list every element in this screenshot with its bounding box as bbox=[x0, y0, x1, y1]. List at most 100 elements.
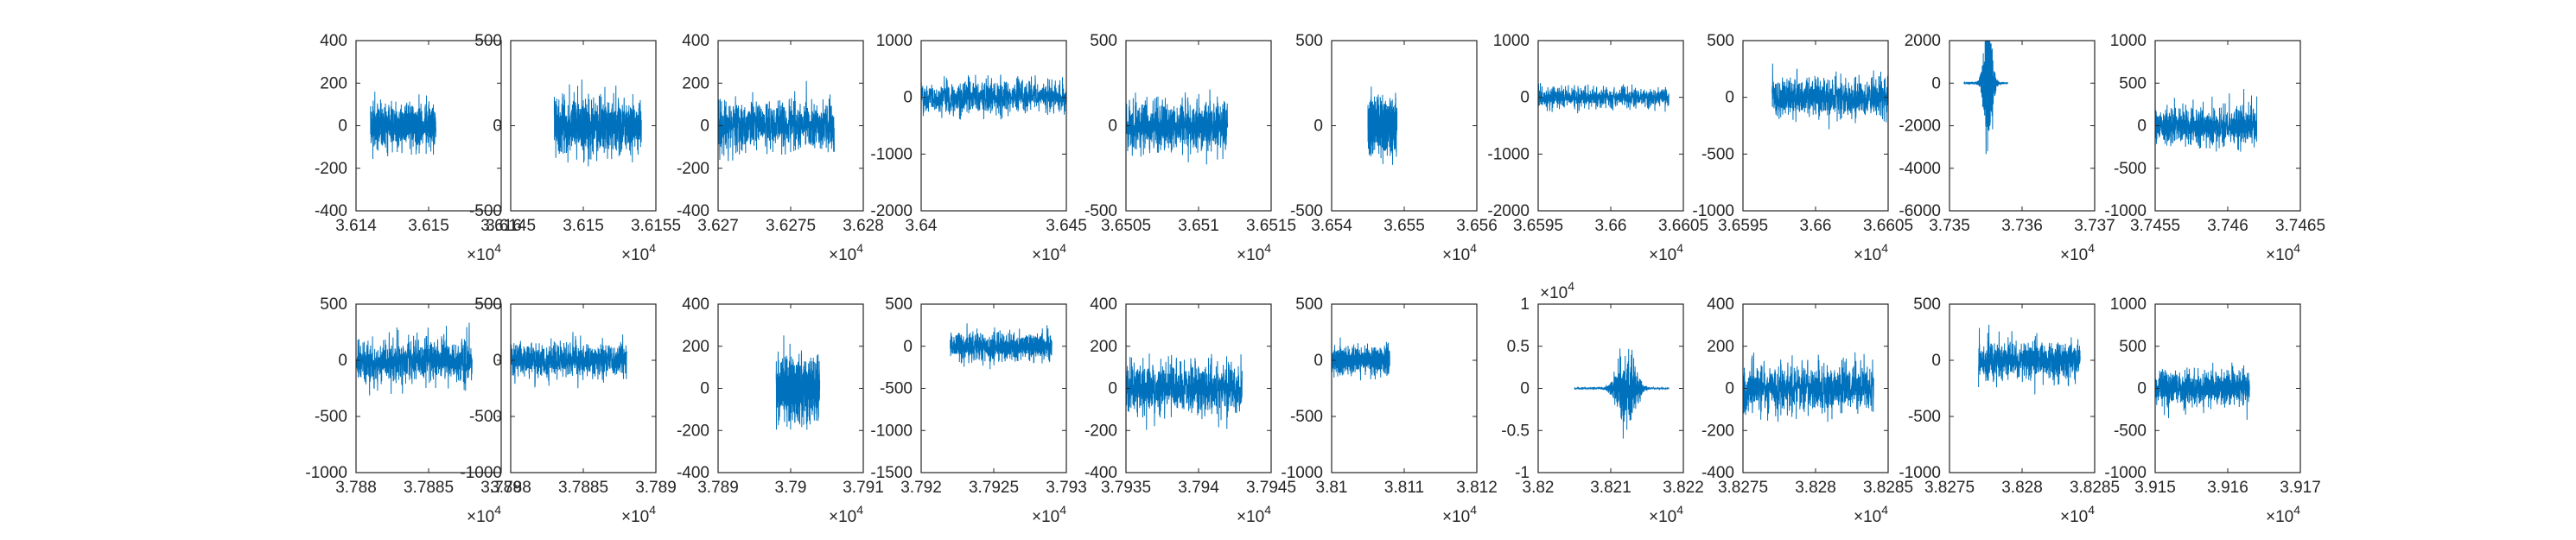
y-exponent-label: ×104 bbox=[1540, 279, 1574, 302]
y-tick-label: -500 bbox=[1290, 408, 1323, 426]
x-tick-label: 3.615 bbox=[408, 217, 449, 235]
x-tick-label: 3.7925 bbox=[969, 479, 1019, 497]
x-tick-label: 3.793 bbox=[1046, 479, 1087, 497]
subplot-17: 1 0.5 0 -0.5 -13.82 3.821 3.822 ×104 ×104 bbox=[1501, 279, 1704, 526]
y-tick-label: -1000 bbox=[870, 145, 913, 163]
x-tick-label: 3.821 bbox=[1590, 479, 1631, 497]
signal-trace bbox=[920, 74, 1067, 120]
x-tick-label: 3.7935 bbox=[1101, 479, 1151, 497]
y-tick-label: 200 bbox=[1090, 338, 1117, 356]
x-tick-label: 3.615 bbox=[563, 217, 604, 235]
x-tick-label: 3.828 bbox=[1795, 479, 1836, 497]
y-tick-label: -1000 bbox=[2104, 464, 2147, 482]
y-tick-label: 1000 bbox=[876, 32, 913, 50]
x-tick-label: 3.915 bbox=[2134, 479, 2176, 497]
y-tick-label: -6000 bbox=[1899, 202, 1941, 220]
y-tick-label: 0 bbox=[1931, 74, 1941, 92]
y-tick-label: -400 bbox=[677, 202, 709, 220]
x-tick-label: 3.6605 bbox=[1863, 217, 1913, 235]
y-tick-label: 0.5 bbox=[1507, 338, 1530, 356]
x-tick-label: 3.6595 bbox=[1513, 217, 1563, 235]
signal-trace bbox=[1367, 86, 1398, 165]
y-tick-label: 1000 bbox=[2110, 295, 2147, 314]
x-exponent-label: ×104 bbox=[1649, 241, 1683, 264]
x-tick-label: 3.614 bbox=[335, 217, 377, 235]
x-tick-label: 3.7465 bbox=[2275, 217, 2325, 235]
x-tick-label: 3.794 bbox=[1178, 479, 1219, 497]
y-tick-label: -1000 bbox=[305, 464, 347, 482]
x-exponent-label: ×104 bbox=[829, 503, 863, 526]
signal-trace bbox=[950, 323, 1053, 370]
x-tick-label: 3.7455 bbox=[2130, 217, 2180, 235]
y-tick-label: 0 bbox=[700, 118, 709, 136]
signal-trace bbox=[1978, 324, 2081, 395]
axes-box bbox=[1742, 40, 1889, 212]
x-tick-label: 3.792 bbox=[900, 479, 942, 497]
x-exponent-label: ×104 bbox=[1649, 503, 1683, 526]
x-exponent-label: ×104 bbox=[1237, 503, 1271, 526]
y-tick-label: -500 bbox=[2114, 160, 2147, 178]
x-tick-label: 3.812 bbox=[1456, 479, 1498, 497]
y-tick-label: 500 bbox=[474, 32, 502, 50]
x-tick-label: 3.917 bbox=[2280, 479, 2321, 497]
y-tick-label: -1000 bbox=[2104, 202, 2147, 220]
x-tick-label: 3.6605 bbox=[1658, 217, 1708, 235]
y-tick-label: 500 bbox=[1295, 32, 1323, 50]
x-exponent-label: ×104 bbox=[621, 503, 656, 526]
y-tick-label: 0 bbox=[1520, 89, 1530, 107]
x-tick-label: 3.79 bbox=[775, 479, 807, 497]
y-tick-label: 0 bbox=[1725, 89, 1734, 107]
x-tick-label: 3.735 bbox=[1929, 217, 1970, 235]
signal-trace bbox=[1963, 40, 2008, 155]
axes-box bbox=[1949, 303, 2096, 473]
y-tick-label: 0 bbox=[1313, 352, 1323, 370]
y-tick-label: -2000 bbox=[1899, 118, 1941, 136]
x-tick-label: 3.6155 bbox=[631, 217, 681, 235]
signal-trace bbox=[1125, 89, 1229, 165]
y-tick-label: -500 bbox=[880, 380, 913, 398]
y-tick-label: -200 bbox=[1701, 422, 1734, 440]
signal-trace bbox=[1331, 337, 1390, 381]
y-tick-label: 0 bbox=[493, 352, 502, 370]
axes-box bbox=[1537, 40, 1684, 212]
axes-box bbox=[1331, 303, 1478, 473]
x-tick-label: 3.82 bbox=[1523, 479, 1555, 497]
axes-box bbox=[1331, 40, 1478, 212]
y-tick-label: 400 bbox=[682, 295, 709, 314]
x-exponent-label: ×104 bbox=[621, 241, 656, 264]
signal-trace bbox=[553, 79, 642, 167]
signal-trace bbox=[355, 322, 473, 396]
axes-box bbox=[920, 303, 1067, 473]
y-tick-label: 0 bbox=[1931, 352, 1941, 370]
x-tick-label: 3.66 bbox=[1800, 217, 1832, 235]
x-exponent-label: ×104 bbox=[2266, 503, 2300, 526]
signal-trace bbox=[1537, 82, 1670, 114]
signal-trace bbox=[2154, 89, 2258, 152]
x-tick-label: 3.7885 bbox=[558, 479, 608, 497]
x-tick-label: 3.6515 bbox=[1246, 217, 1296, 235]
x-exponent-label: ×104 bbox=[467, 503, 501, 526]
signal-trace bbox=[775, 335, 821, 430]
x-exponent-label: ×104 bbox=[1854, 241, 1888, 264]
x-exponent-label: ×104 bbox=[2060, 503, 2095, 526]
y-tick-label: 0 bbox=[700, 380, 709, 398]
x-exponent-label: ×104 bbox=[1032, 503, 1066, 526]
y-tick-label: 0 bbox=[338, 118, 347, 136]
y-tick-label: 0 bbox=[1313, 118, 1323, 136]
y-tick-label: -500 bbox=[315, 408, 347, 426]
x-exponent-label: ×104 bbox=[1032, 241, 1066, 264]
x-tick-label: 3.81 bbox=[1316, 479, 1348, 497]
x-tick-label: 3.811 bbox=[1384, 479, 1424, 497]
y-tick-label: 400 bbox=[1090, 295, 1117, 314]
x-tick-label: 3.656 bbox=[1456, 217, 1498, 235]
x-tick-label: 3.8275 bbox=[1924, 479, 1975, 497]
y-tick-label: 200 bbox=[320, 74, 347, 92]
x-tick-label: 3.736 bbox=[2001, 217, 2043, 235]
